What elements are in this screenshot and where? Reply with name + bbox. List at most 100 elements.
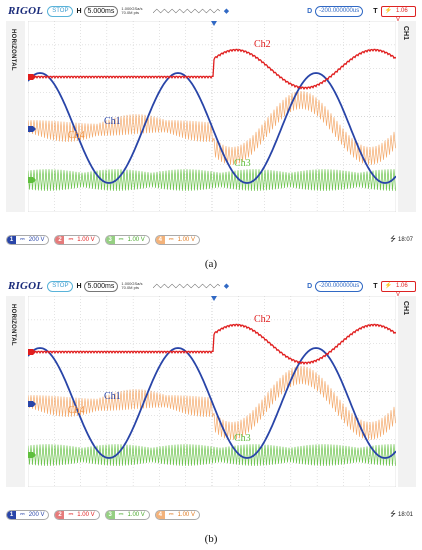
channel-menu-tab[interactable]: CH1 [398,21,416,212]
ch3-label: Ch3 [234,433,251,444]
trigger-level: 1.06 V [395,7,408,23]
scope-screen-b: RIGOL STOP H 5.000ms 1.000GSa/s 70.0M pt… [6,277,416,521]
run-state-badge[interactable]: STOP [47,280,74,292]
timebase-value[interactable]: 5.000ms [83,280,119,292]
waveform-display[interactable]: Ch2 Ch1 Ch4 Ch3 [28,21,396,212]
ch1-number: 1 [7,236,16,244]
delay-value[interactable]: -200.000000us [315,5,364,17]
channel-menu-tab[interactable]: CH1 [398,296,416,487]
ch1-status[interactable]: 1 ⎓ 200 V [6,510,50,520]
horizontal-menu-tab[interactable]: HORIZONTAL [6,296,25,487]
clock: 18:07 [397,237,413,243]
ch1-label: Ch1 [104,116,121,127]
ch2-trace [28,323,396,365]
channel-marker-1 [28,401,36,407]
trigger-level: 1.06 V [395,282,408,298]
sample-rate: 1.000GSa/s 70.0M pts [121,7,150,15]
ch1-number: 1 [7,511,16,519]
sample-rate-value: 1.000GSa/s [121,281,143,286]
ch3-label: Ch3 [234,158,251,169]
trigger-slope-icon: ⚡ [384,282,392,289]
ch2-scale: 1.00 V [77,512,95,518]
status-bar: RIGOL STOP H 5.000ms 1.000GSa/s 70.0M pt… [6,277,416,298]
delay-label: D [307,282,313,290]
trigger-box[interactable]: ⚡ 1.06 V [380,280,416,298]
trigger-position-marker [211,21,217,26]
ch2-scale: 1.00 V [77,237,95,243]
channel-status-bar: 1 ⎓ 200 V 2 ⎓ 1.00 V 3 ⎓ 1.00 V 4 ⎓ 1.00 V ⭍ 18:… [6,509,416,521]
ch1-coupling: ⎓ [20,236,25,243]
clock: 18:01 [397,512,413,518]
ch4-status[interactable]: 4 ⎓ 1.00 V [154,235,200,245]
ch3-scale: 1.00 V [127,237,145,243]
channel-marker-2 [28,349,36,355]
channel-marker-3 [28,452,36,458]
channel-marker-3 [28,177,36,183]
figure-caption-b: (b) [204,533,218,545]
channel-status-bar: 1 ⎓ 200 V 2 ⎓ 1.00 V 3 ⎓ 1.00 V 4 ⎓ 1.00 V ⭍ 18:… [6,234,416,246]
ch1-scale: 200 V [28,512,45,518]
timebase-value[interactable]: 5.000ms [83,5,119,17]
status-bar: RIGOL STOP H 5.000ms 1.000GSa/s 70.0M pt… [6,2,416,23]
ch3-coupling: ⎓ [118,511,124,518]
waveform-display[interactable]: Ch2 Ch1 Ch4 Ch3 [28,296,396,487]
trigger-label: T [373,282,378,290]
ch2-status[interactable]: 2 ⎓ 1.00 V [54,510,100,520]
ch4-label: Ch4 [68,405,85,416]
brand-logo: RIGOL [8,5,44,17]
ch4-status[interactable]: 4 ⎓ 1.00 V [154,510,200,520]
ch3-trace [28,444,396,466]
ch4-coupling: ⎓ [168,236,174,243]
trigger-label: T [373,7,378,15]
horizontal-menu-label: HORIZONTAL [10,29,16,71]
ch4-scale: 1.00 V [177,512,195,518]
memory-overview-strip [152,283,220,289]
ch3-number: 3 [105,236,115,244]
ch2-label: Ch2 [254,39,271,50]
horizontal-menu-label: HORIZONTAL [10,304,16,346]
ch2-number: 2 [55,236,65,244]
ch3-status[interactable]: 3 ⎓ 1.00 V [104,235,150,245]
ch1-trace [28,347,396,459]
figure-caption-a: (a) [204,258,218,270]
ch1-label: Ch1 [104,391,121,402]
ch4-number: 4 [155,511,165,519]
trigger-position-marker [211,296,217,301]
horizontal-menu-tab[interactable]: HORIZONTAL [6,21,25,212]
ch1-status[interactable]: 1 ⎓ 200 V [6,235,50,245]
horizontal-label: H [76,7,82,15]
usb-icon: ⭍ [390,235,396,243]
sample-rate: 1.000GSa/s 70.0M pts [121,282,150,290]
ch2-label: Ch2 [254,314,271,325]
run-state-badge[interactable]: STOP [47,5,74,17]
ch2-coupling: ⎓ [68,511,74,518]
brand-logo: RIGOL [8,280,44,292]
ch1-scale: 200 V [28,237,45,243]
channel-menu-label: CH1 [402,26,409,41]
ch4-scale: 1.00 V [177,237,195,243]
sample-rate-value: 1.000GSa/s [121,6,143,11]
trigger-box[interactable]: ⚡ 1.06 V [380,5,416,23]
ch3-number: 3 [105,511,115,519]
ch4-number: 4 [155,236,165,244]
usb-icon: ⭍ [390,510,396,518]
ch4-trace [28,365,396,440]
ch2-coupling: ⎓ [68,236,74,243]
memory-depth-value: 70.0M pts [121,285,139,290]
ch1-trace [28,72,396,184]
ch2-status[interactable]: 2 ⎓ 1.00 V [54,235,100,245]
ch4-coupling: ⎓ [168,511,174,518]
ch3-status[interactable]: 3 ⎓ 1.00 V [104,510,150,520]
ch4-label: Ch4 [68,130,85,141]
trigger-slope-icon: ⚡ [384,7,392,14]
memory-depth-value: 70.0M pts [121,10,139,15]
ch3-scale: 1.00 V [127,512,145,518]
horizontal-label: H [76,282,82,290]
trigger-position-icon: ◆ [223,283,230,290]
delay-value[interactable]: -200.000000us [315,280,364,292]
ch3-trace [28,169,396,191]
trigger-position-icon: ◆ [223,8,230,15]
scope-screen-a: RIGOL STOP H 5.000ms 1.000GSa/s 70.0M pt… [6,2,416,246]
delay-label: D [307,7,313,15]
memory-overview-strip [152,8,220,14]
